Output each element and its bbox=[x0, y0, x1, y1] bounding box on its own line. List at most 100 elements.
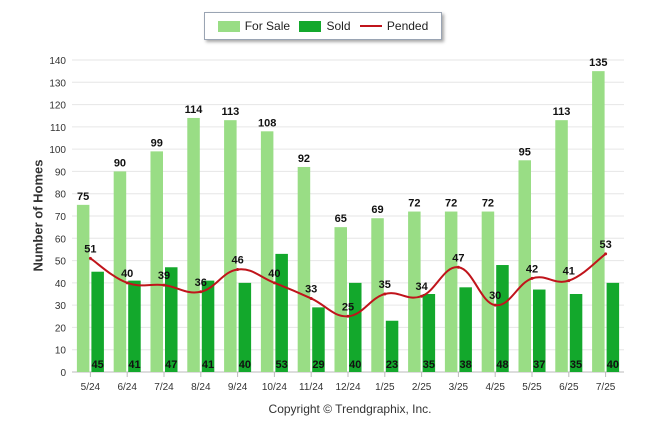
sold-bar bbox=[385, 320, 399, 372]
legend: For Sale Sold Pended bbox=[204, 12, 442, 40]
pended-data-label: 35 bbox=[379, 279, 391, 291]
sold-data-label: 35 bbox=[423, 359, 435, 371]
copyright-footer: Copyright © Trendgraphix, Inc. bbox=[268, 402, 432, 416]
for-sale-data-label: 114 bbox=[185, 104, 204, 116]
for-sale-data-label: 95 bbox=[519, 146, 531, 158]
y-tick-label: 20 bbox=[55, 323, 67, 334]
bars bbox=[76, 71, 620, 373]
y-tick-label: 50 bbox=[55, 257, 67, 268]
sold-bar bbox=[91, 271, 104, 372]
y-axis-ticks: 0 10 20 30 40 50 60 70 80 90 100 110 120 130 140 bbox=[49, 56, 66, 379]
for-sale-bar bbox=[592, 71, 605, 373]
data-labels: 75 45 90 41 99 47 114 41 113 40 108 53 92 29 65 40 69 23 7… bbox=[77, 57, 619, 371]
for-sale-bar bbox=[444, 211, 458, 372]
y-tick-label: 0 bbox=[60, 368, 66, 379]
y-tick-label: 80 bbox=[55, 190, 67, 201]
x-tick-label: 6/24 bbox=[117, 382, 137, 393]
y-axis-label: Number of Homes bbox=[30, 159, 46, 272]
x-tick-label: 7/24 bbox=[154, 382, 174, 393]
y-tick-label: 140 bbox=[49, 56, 66, 67]
legend-sold-label: Sold bbox=[326, 19, 351, 33]
legend-sold[interactable]: Sold bbox=[299, 19, 351, 33]
pended-point bbox=[456, 265, 460, 269]
x-tick-label: 3/25 bbox=[449, 382, 469, 393]
for-sale-bar bbox=[113, 171, 127, 372]
sold-bar bbox=[201, 280, 215, 372]
sold-data-label: 38 bbox=[460, 359, 472, 371]
pended-point bbox=[88, 256, 92, 260]
y-tick-label: 110 bbox=[50, 123, 66, 134]
sold-bar bbox=[238, 282, 252, 372]
pended-line-group bbox=[88, 252, 608, 318]
pended-point bbox=[383, 292, 387, 296]
x-tick-label: 12/24 bbox=[335, 382, 360, 393]
sold-bar bbox=[606, 282, 620, 372]
for-sale-data-label: 72 bbox=[482, 198, 494, 210]
pended-point bbox=[420, 294, 424, 298]
pended-data-label: 39 bbox=[158, 270, 170, 282]
x-tick-label: 8/24 bbox=[191, 382, 211, 393]
for-sale-bar bbox=[224, 120, 237, 373]
for-sale-bar bbox=[76, 204, 90, 372]
for-sale-bar bbox=[297, 166, 311, 372]
x-tick-label: 11/24 bbox=[299, 382, 324, 393]
pended-data-label: 33 bbox=[305, 283, 317, 295]
for-sale-data-label: 90 bbox=[114, 157, 126, 169]
y-tick-label: 30 bbox=[55, 301, 67, 312]
sold-bar bbox=[459, 287, 472, 372]
for-sale-data-label: 99 bbox=[151, 137, 163, 149]
sold-bar bbox=[165, 267, 178, 372]
sold-data-label: 40 bbox=[239, 359, 251, 371]
for-sale-bar bbox=[371, 218, 384, 372]
pended-data-label: 36 bbox=[195, 277, 207, 289]
pended-data-label: 41 bbox=[563, 266, 575, 278]
for-sale-bar bbox=[187, 117, 200, 372]
y-tick-label: 100 bbox=[49, 145, 66, 156]
sold-bar bbox=[349, 282, 362, 372]
pended-point bbox=[199, 290, 203, 294]
x-tick-label: 5/24 bbox=[81, 382, 101, 393]
legend-pended-label: Pended bbox=[386, 19, 429, 33]
x-tick-label: 4/25 bbox=[485, 382, 505, 393]
pended-data-label: 46 bbox=[231, 254, 243, 266]
sold-bar bbox=[128, 280, 141, 372]
y-tick-label: 40 bbox=[55, 279, 67, 290]
pended-data-label: 40 bbox=[121, 268, 133, 280]
sold-data-label: 48 bbox=[496, 359, 508, 371]
grid-lines bbox=[72, 59, 624, 373]
sold-bar bbox=[275, 253, 288, 372]
y-tick-label: 90 bbox=[55, 167, 67, 178]
sold-data-label: 53 bbox=[276, 359, 288, 371]
sold-swatch-icon bbox=[299, 20, 322, 32]
y-tick-label: 10 bbox=[55, 346, 67, 357]
y-tick-label: 60 bbox=[55, 234, 67, 245]
legend-for-sale[interactable]: For Sale bbox=[217, 19, 291, 33]
x-tick-label: 6/25 bbox=[559, 382, 579, 393]
for-sale-data-label: 92 bbox=[298, 153, 310, 165]
sold-bar bbox=[569, 294, 583, 372]
legend-pended[interactable]: Pended bbox=[359, 19, 429, 33]
sold-data-label: 41 bbox=[128, 359, 140, 371]
for-sale-bar bbox=[481, 211, 495, 372]
pended-point bbox=[346, 314, 350, 318]
sold-data-label: 23 bbox=[386, 359, 398, 371]
sold-data-label: 41 bbox=[202, 359, 214, 371]
for-sale-bar bbox=[260, 131, 274, 372]
sold-bar bbox=[422, 294, 436, 372]
legend-for-sale-label: For Sale bbox=[244, 19, 291, 33]
for-sale-data-label: 72 bbox=[445, 198, 457, 210]
for-sale-data-label: 65 bbox=[335, 213, 347, 225]
pended-point bbox=[162, 283, 166, 287]
for-sale-bar bbox=[334, 227, 347, 372]
pended-data-label: 30 bbox=[489, 290, 501, 302]
x-tick-label: 1/25 bbox=[375, 382, 395, 393]
pended-data-label: 53 bbox=[599, 239, 611, 251]
pended-data-label: 40 bbox=[268, 268, 280, 280]
sold-bar bbox=[496, 265, 509, 372]
for-sale-data-label: 113 bbox=[221, 106, 239, 118]
sold-data-label: 47 bbox=[165, 359, 177, 371]
sold-data-label: 37 bbox=[533, 359, 545, 371]
pended-point bbox=[272, 281, 276, 285]
pended-data-label: 42 bbox=[526, 263, 538, 275]
